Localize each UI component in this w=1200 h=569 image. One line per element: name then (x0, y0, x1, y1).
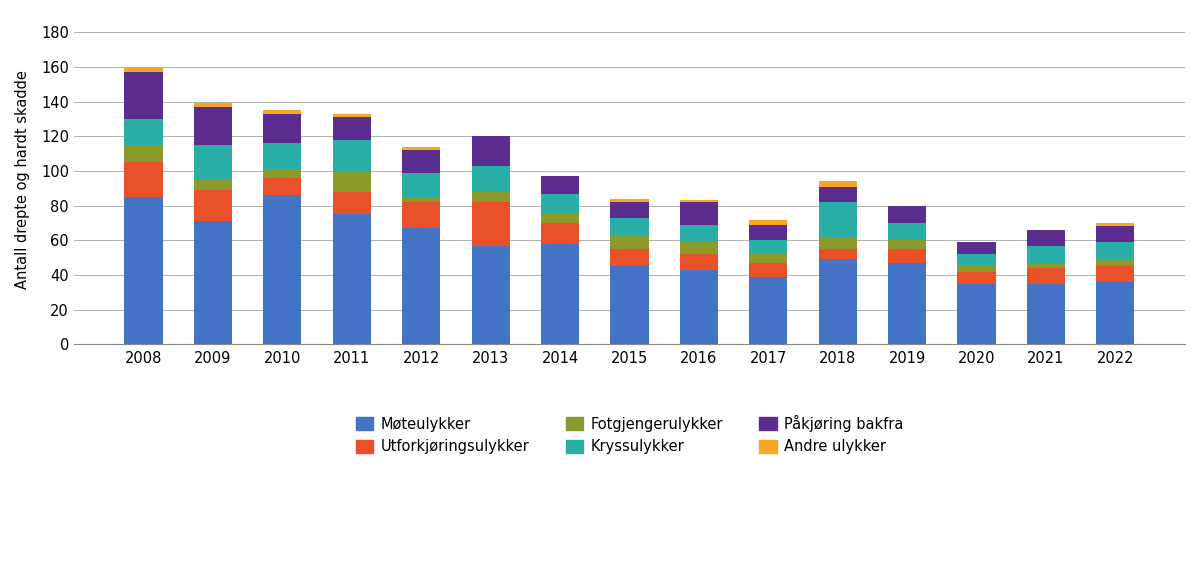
Bar (541, 176, 580, 193)
Bar (332, 117, 371, 140)
Bar (125, 197, 163, 344)
Bar (1027, 263, 1066, 268)
Bar (263, 110, 301, 114)
Bar (680, 202, 718, 225)
Bar (125, 72, 163, 119)
Bar (611, 266, 648, 344)
Bar (402, 150, 440, 173)
Bar (263, 195, 301, 344)
Bar (194, 221, 232, 344)
Bar (125, 145, 163, 162)
Bar (472, 246, 510, 344)
Bar (1027, 246, 1066, 263)
Bar (402, 197, 440, 202)
Bar (1027, 268, 1066, 284)
Bar (332, 114, 371, 117)
Bar (194, 107, 232, 145)
Bar (263, 178, 301, 195)
Bar (1097, 259, 1134, 266)
Bar (332, 215, 371, 344)
Bar (888, 263, 926, 344)
Bar (1097, 226, 1134, 242)
Bar (194, 190, 232, 221)
Bar (958, 242, 996, 254)
Bar (958, 284, 996, 344)
Bar (888, 249, 926, 263)
Bar (125, 67, 163, 72)
Bar (818, 202, 857, 237)
Bar (332, 140, 371, 171)
Bar (958, 254, 996, 265)
Bar (194, 145, 232, 180)
Bar (818, 237, 857, 249)
Bar (611, 218, 648, 235)
Bar (125, 162, 163, 197)
Bar (958, 271, 996, 284)
Bar (194, 104, 232, 107)
Bar (472, 166, 510, 192)
Bar (332, 171, 371, 192)
Bar (402, 202, 440, 228)
Bar (680, 242, 718, 254)
Bar (402, 147, 440, 150)
Bar (749, 220, 787, 225)
Bar (263, 143, 301, 170)
Bar (749, 254, 787, 263)
Bar (472, 202, 510, 246)
Bar (611, 202, 648, 218)
Legend: Møteulykker, Utforkjøringsulykker, Fotgjengerulykker, Kryssulykker, Påkjøring ba: Møteulykker, Utforkjøringsulykker, Fotgj… (348, 407, 911, 461)
Bar (1097, 282, 1134, 344)
Bar (888, 223, 926, 240)
Bar (680, 270, 718, 344)
Bar (472, 192, 510, 202)
Bar (818, 182, 857, 187)
Bar (402, 228, 440, 344)
Bar (818, 187, 857, 202)
Bar (749, 225, 787, 240)
Bar (680, 200, 718, 202)
Bar (1027, 284, 1066, 344)
Bar (1097, 223, 1134, 226)
Bar (611, 235, 648, 249)
Bar (818, 249, 857, 259)
Bar (541, 223, 580, 244)
Bar (332, 192, 371, 215)
Bar (818, 259, 857, 344)
Bar (749, 263, 787, 277)
Bar (263, 170, 301, 178)
Bar (263, 114, 301, 143)
Bar (541, 215, 580, 223)
Bar (680, 254, 718, 270)
Bar (611, 249, 648, 266)
Bar (541, 244, 580, 344)
Bar (541, 193, 580, 215)
Bar (749, 240, 787, 254)
Bar (680, 225, 718, 242)
Bar (1097, 266, 1134, 282)
Bar (888, 240, 926, 249)
Y-axis label: Antall drepte og hardt skadde: Antall drepte og hardt skadde (14, 70, 30, 289)
Bar (1097, 242, 1134, 259)
Bar (194, 180, 232, 190)
Bar (1027, 230, 1066, 246)
Bar (888, 205, 926, 223)
Bar (472, 137, 510, 166)
Bar (402, 173, 440, 197)
Bar (125, 119, 163, 145)
Bar (958, 265, 996, 271)
Bar (749, 277, 787, 344)
Bar (611, 199, 648, 202)
